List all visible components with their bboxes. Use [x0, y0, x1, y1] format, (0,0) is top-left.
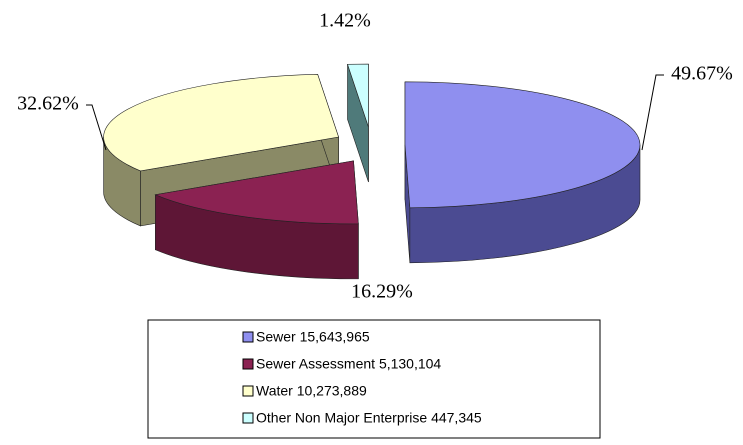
- legend-label: Sewer 15,643,965: [256, 329, 370, 345]
- legend-swatch: [242, 385, 254, 397]
- legend-swatch: [242, 331, 254, 343]
- data-label: 16.29%: [351, 281, 413, 303]
- leader-line: [86, 104, 107, 151]
- data-label: 1.42%: [319, 10, 371, 32]
- pie-slice: [404, 81, 641, 264]
- legend-swatch: [242, 412, 254, 424]
- legend-label: Other Non Major Enterprise 447,345: [256, 410, 482, 426]
- legend-swatch: [242, 358, 254, 370]
- slice-top: [347, 63, 369, 128]
- slice-top: [404, 81, 641, 209]
- leader-line: [641, 74, 664, 151]
- legend-label: Water 10,273,889: [256, 383, 367, 399]
- data-label: 32.62%: [17, 93, 79, 115]
- pie-slice: [347, 63, 369, 183]
- legend-label: Sewer Assessment 5,130,104: [256, 356, 441, 372]
- slice-top: [103, 74, 339, 172]
- data-label: 49.67%: [671, 63, 733, 85]
- slice-top: [154, 160, 359, 225]
- legend-box: [147, 319, 601, 439]
- pie-slice: [154, 160, 359, 280]
